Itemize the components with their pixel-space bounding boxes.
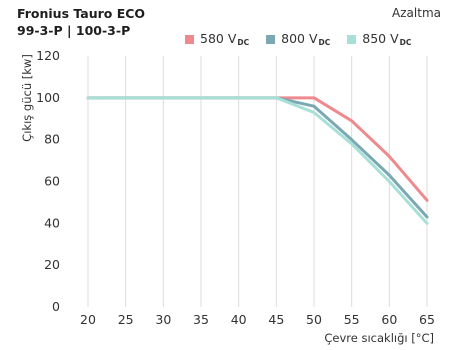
x-tick-20: 20 [80,312,96,327]
y-tick-100: 100 [36,90,60,105]
x-tick-35: 35 [193,312,209,327]
legend-swatch-850v [347,34,357,44]
x-tick-45: 45 [268,312,284,327]
legend-label-800v: 800 V [281,31,318,46]
x-axis-ticks: 20 25 30 35 40 45 50 55 60 65 [80,312,435,327]
legend-sub-580v: DC [237,38,250,47]
legend-sub-850v: DC [399,38,412,47]
y-tick-0: 0 [52,299,60,314]
chart-title-line2: 99-3-P | 100-3-P [17,23,131,38]
x-tick-40: 40 [231,312,247,327]
y-axis-ticks: 0 20 40 60 80 100 120 [36,48,60,314]
x-tick-50: 50 [306,312,322,327]
y-tick-40: 40 [44,215,60,230]
chart-title-line1: Fronius Tauro ECO [17,6,146,21]
legend-item-580v: 580 VDC [185,31,249,47]
series-line-800v [86,96,429,219]
series-lines [86,96,429,225]
y-tick-80: 80 [44,132,60,147]
legend-label-850v: 850 V [362,31,399,46]
chart-title: Fronius Tauro ECO 99-3-P | 100-3-P [17,5,145,39]
derating-badge: Azaltma [392,6,441,20]
y-tick-120: 120 [36,48,60,63]
grid [87,56,428,307]
legend-label-580v: 580 V [200,31,237,46]
x-tick-55: 55 [344,312,360,327]
y-tick-20: 20 [44,257,60,272]
legend-sub-800v: DC [318,38,331,47]
y-tick-60: 60 [44,174,60,189]
series-line-580v [86,96,429,202]
x-tick-65: 65 [419,312,435,327]
legend-swatch-800v [266,34,276,44]
x-axis-label: Çevre sıcaklığı [°C] [324,331,434,345]
x-tick-60: 60 [381,312,397,327]
legend-item-850v: 850 VDC [347,31,411,47]
x-tick-25: 25 [118,312,134,327]
legend-swatch-580v [185,34,194,44]
legend: 580 VDC 800 VDC 850 VDC [185,31,411,47]
y-axis-label: Çıkış gücü [kw] [20,54,34,142]
x-tick-30: 30 [155,312,171,327]
legend-item-800v: 800 VDC [266,31,330,47]
series-line-850v [86,96,429,225]
